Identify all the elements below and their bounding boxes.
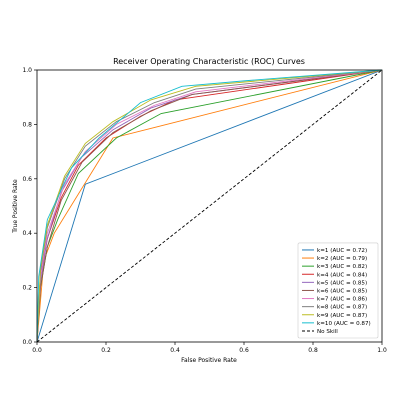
legend-entry: k=4 (AUC = 0.84) xyxy=(317,272,367,278)
x-tick-label: 0.0 xyxy=(32,347,42,354)
y-axis-label: True Positive Rate xyxy=(12,179,19,234)
x-axis: 0.0 0.2 0.4 0.6 0.8 1.0 xyxy=(32,342,387,354)
legend-entry: k=8 (AUC = 0.87) xyxy=(317,305,367,311)
legend-entry: k=5 (AUC = 0.85) xyxy=(317,280,367,286)
x-tick-label: 0.4 xyxy=(170,347,180,354)
legend-entry: k=6 (AUC = 0.85) xyxy=(317,288,367,294)
series-line-9 xyxy=(36,69,383,343)
legend-entry: k=2 (AUC = 0.79) xyxy=(317,256,367,262)
y-tick-label: 0.0 xyxy=(22,339,32,346)
y-tick-label: 0.2 xyxy=(22,285,32,292)
legend-entry: k=1 (AUC = 0.72) xyxy=(317,248,367,254)
series-line-1 xyxy=(36,69,383,343)
legend: k=1 (AUC = 0.72) k=2 (AUC = 0.79) k=3 (AUC… xyxy=(297,242,379,339)
y-axis: 0.0 0.2 0.4 0.6 0.8 1.0 xyxy=(22,67,37,346)
series-line-6 xyxy=(36,69,383,343)
y-tick-label: 0.6 xyxy=(22,176,32,183)
legend-box xyxy=(297,242,379,339)
legend-entry: k=7 (AUC = 0.86) xyxy=(317,297,367,303)
legend-entry: No Skill xyxy=(317,329,338,335)
legend-entry: k=3 (AUC = 0.82) xyxy=(317,264,367,270)
series-line-2 xyxy=(36,69,383,343)
y-tick-label: 0.8 xyxy=(22,121,32,128)
x-tick-label: 1.0 xyxy=(377,347,387,354)
legend-entry: k=9 (AUC = 0.87) xyxy=(317,313,367,319)
y-tick-label: 1.0 xyxy=(22,67,32,74)
legend-entry: k=10 (AUC = 0.87) xyxy=(317,321,371,327)
series-line-7 xyxy=(36,69,383,343)
x-tick-label: 0.6 xyxy=(239,347,249,354)
chart-title: Receiver Operating Characteristic (ROC) … xyxy=(113,57,305,66)
x-tick-label: 0.8 xyxy=(308,347,318,354)
plot-frame xyxy=(36,69,383,343)
x-tick-label: 0.2 xyxy=(101,347,111,354)
y-tick-label: 0.4 xyxy=(22,230,32,237)
series-line-11 xyxy=(36,69,383,343)
series-layer xyxy=(36,69,383,343)
series-line-10 xyxy=(36,69,383,343)
x-axis-label: False Positive Rate xyxy=(181,357,237,364)
